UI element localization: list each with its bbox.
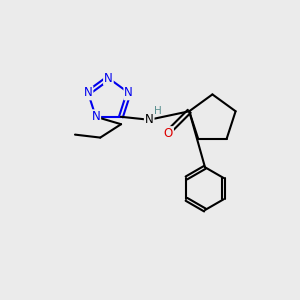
Text: N: N [84,86,92,99]
Text: N: N [104,72,113,85]
Text: H: H [154,106,161,116]
Text: N: N [145,113,154,126]
Text: O: O [164,127,173,140]
Text: N: N [92,110,100,123]
Text: N: N [124,86,133,99]
